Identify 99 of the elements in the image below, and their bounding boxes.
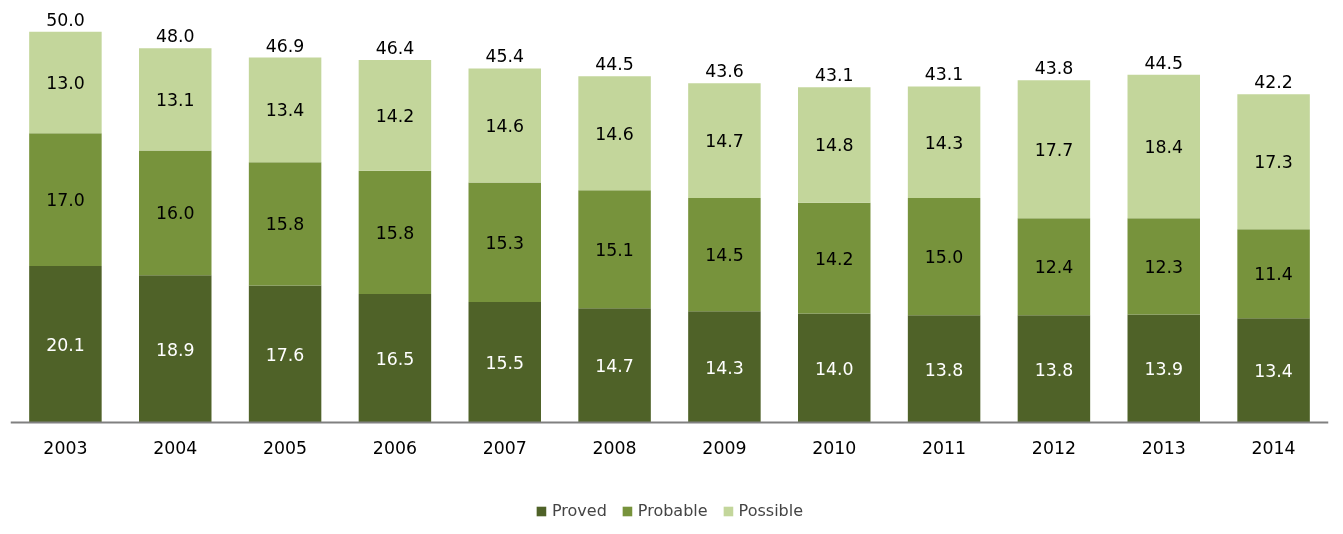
data-label: 17.3 — [1254, 152, 1293, 173]
data-label: 13.4 — [265, 100, 305, 121]
bar — [29, 31, 102, 134]
bar — [358, 170, 432, 295]
legend-label: Possible — [738, 501, 804, 520]
total-label: 43.6 — [705, 61, 744, 82]
data-label: 16.5 — [375, 349, 415, 369]
data-label: 14.0 — [814, 358, 854, 379]
bar — [358, 294, 432, 423]
data-label: 15.8 — [375, 222, 415, 243]
x-tick-label: 2013 — [1141, 437, 1186, 458]
data-label: 15.5 — [485, 352, 525, 373]
data-label: 15.0 — [924, 247, 964, 268]
bar — [688, 311, 761, 423]
bar — [907, 315, 981, 423]
x-tick-label: 2008 — [592, 437, 637, 458]
bar — [468, 301, 541, 423]
bar — [468, 182, 541, 302]
bar — [248, 57, 322, 163]
total-label: 48.0 — [155, 26, 195, 47]
data-label: 12.4 — [1034, 257, 1074, 278]
bar — [578, 308, 651, 423]
data-label: 13.0 — [46, 73, 85, 94]
data-label: 14.7 — [705, 131, 744, 152]
data-label: 14.5 — [705, 245, 744, 266]
x-tick-label: 2004 — [153, 437, 198, 458]
data-label: 13.8 — [924, 359, 964, 380]
bar — [1127, 314, 1200, 423]
data-label: 15.8 — [265, 214, 305, 235]
bar — [468, 68, 541, 183]
data-label: 15.1 — [595, 239, 634, 260]
data-label: 14.6 — [595, 123, 634, 144]
data-label: 17.6 — [265, 344, 305, 365]
bar — [358, 59, 432, 171]
bar — [1017, 80, 1091, 219]
total-label: 43.8 — [1034, 58, 1074, 79]
x-tick-label: 2009 — [702, 437, 747, 458]
total-label: 46.4 — [375, 37, 415, 58]
legend-label: Proved — [551, 501, 607, 520]
bar — [688, 83, 761, 199]
bar — [139, 275, 212, 423]
bar — [1017, 218, 1091, 316]
bar — [798, 87, 871, 203]
bar — [1127, 218, 1200, 315]
data-label: 13.9 — [1144, 359, 1184, 380]
x-tick-label: 2005 — [263, 437, 308, 458]
bar — [29, 133, 102, 266]
x-tick-label: 2014 — [1251, 437, 1296, 458]
bar — [1237, 318, 1310, 423]
data-label: 20.1 — [46, 334, 85, 355]
bar — [1237, 94, 1310, 230]
data-label: 18.4 — [1144, 137, 1184, 158]
data-label: 13.8 — [1034, 359, 1074, 380]
bar — [139, 48, 212, 151]
data-label: 17.0 — [46, 190, 85, 211]
data-label: 14.3 — [924, 132, 964, 153]
data-label: 18.9 — [155, 339, 195, 360]
bar — [688, 198, 761, 312]
bar — [907, 198, 981, 316]
data-label: 16.0 — [155, 203, 195, 224]
bar — [578, 190, 651, 309]
x-tick-label: 2006 — [372, 437, 417, 458]
bar — [578, 76, 651, 191]
data-label: 12.3 — [1144, 256, 1184, 277]
x-tick-label: 2007 — [482, 437, 527, 458]
data-label: 14.8 — [814, 135, 854, 156]
total-label: 44.5 — [1144, 52, 1184, 73]
bar — [29, 265, 102, 423]
bar — [1237, 229, 1310, 319]
data-label: 14.7 — [595, 356, 634, 377]
data-label: 13.1 — [155, 89, 195, 110]
data-label: 13.4 — [1254, 361, 1293, 382]
x-tick-label: 2012 — [1031, 437, 1076, 458]
data-label: 14.3 — [705, 357, 744, 378]
bar — [798, 202, 871, 314]
data-label: 14.2 — [814, 248, 854, 269]
total-label: 42.2 — [1254, 72, 1293, 93]
total-label: 44.5 — [595, 54, 634, 75]
total-label: 50.0 — [46, 9, 85, 30]
total-label: 46.9 — [265, 35, 305, 56]
data-label: 17.7 — [1034, 139, 1074, 160]
data-label: 14.6 — [485, 115, 525, 136]
bar — [1017, 315, 1091, 423]
total-label: 45.4 — [485, 46, 525, 67]
total-label: 43.1 — [814, 65, 854, 86]
legend-label: Probable — [637, 501, 708, 520]
bar — [248, 162, 322, 286]
bar — [1127, 74, 1200, 219]
bar — [248, 285, 322, 423]
x-tick-label: 2010 — [812, 437, 857, 458]
data-label: 14.2 — [375, 105, 415, 126]
data-label: 11.4 — [1254, 264, 1293, 285]
x-tick-label: 2011 — [922, 437, 967, 458]
data-label: 15.3 — [485, 232, 525, 253]
bar — [907, 86, 981, 199]
bar — [139, 150, 212, 276]
x-tick-label: 2003 — [43, 437, 88, 458]
bar — [798, 313, 871, 423]
total-label: 43.1 — [924, 64, 964, 85]
